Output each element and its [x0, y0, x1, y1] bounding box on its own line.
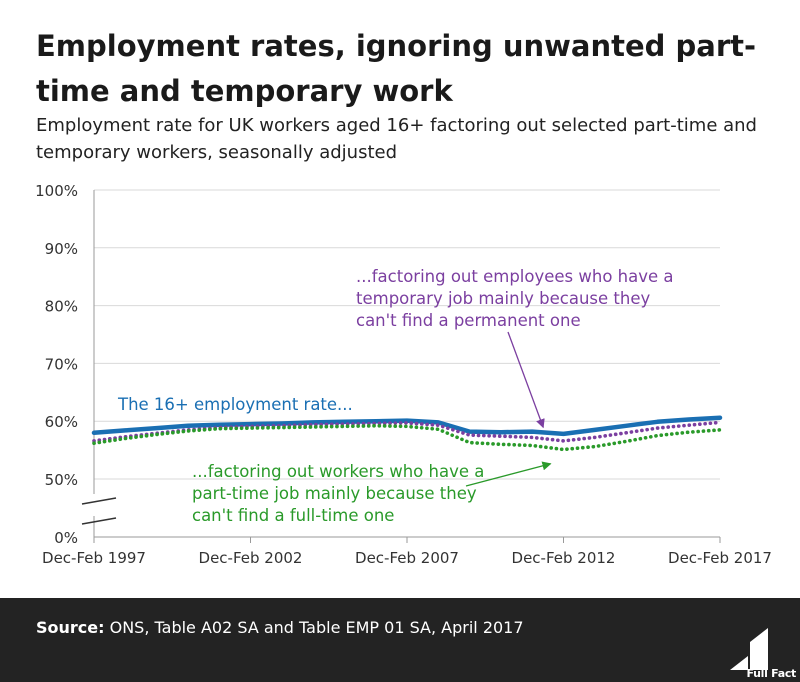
axis-break-mark [81, 517, 117, 525]
gridlines [94, 189, 720, 480]
y-tick-label: 100% [35, 182, 78, 200]
annotation-line: temporary job mainly because they [356, 289, 651, 308]
annotation-line: can't find a full-time one [192, 506, 394, 525]
annotation-line: ...factoring out employees who have a [356, 267, 674, 286]
annotation-arrow-purple [507, 331, 545, 429]
y-tick-label: 70% [45, 355, 78, 373]
source-text: ONS, Table A02 SA and Table EMP 01 SA, A… [104, 618, 524, 637]
axes: 0% 50% 60% 70% 80% 90% 100% Dec-Feb 1997 Dec-Feb… [35, 182, 772, 567]
x-tick-label: Dec-Feb 2017 [668, 549, 772, 567]
y-tick-label: 90% [45, 240, 78, 258]
full-fact-logo [730, 628, 768, 670]
y-tick-label: 80% [45, 298, 78, 316]
source-note: Source: ONS, Table A02 SA and Table EMP … [36, 618, 524, 637]
x-tick-label: Dec-Feb 2002 [199, 549, 303, 567]
chart-subtitle: Employment rate for UK workers aged 16+ … [36, 115, 757, 163]
annotation-text-1: The 16+ employment rate... [117, 395, 353, 414]
x-tick-label: Dec-Feb 2012 [512, 549, 616, 567]
logo-text: Full Fact [746, 667, 796, 680]
axis-break-mark [81, 497, 117, 505]
source-label: Source: [36, 618, 105, 637]
annotations: The 16+ employment rate... ...factoring o… [117, 267, 674, 525]
y-tick-label: 0% [54, 529, 78, 547]
annotation-text-2: ...factoring out employees who have a tem… [356, 267, 674, 330]
x-tick-label: Dec-Feb 1997 [42, 549, 146, 567]
series-group [91, 415, 723, 452]
annotation-line: can't find a permanent one [356, 311, 581, 330]
y-tick-label: 50% [45, 471, 78, 489]
annotation-text-3: ...factoring out workers who have a part-… [192, 462, 484, 525]
series-line-3 [92, 424, 722, 452]
chart-title: Employment rates, ignoring unwanted part… [36, 29, 757, 108]
x-tick-label: Dec-Feb 2007 [355, 549, 459, 567]
annotation-line: part-time job mainly because they [192, 484, 477, 503]
annotation-line: ...factoring out workers who have a [192, 462, 484, 481]
annotation-arrow-green [465, 461, 552, 487]
y-tick-label: 60% [45, 413, 78, 431]
series-line-1 [91, 415, 723, 437]
line-chart: 0% 50% 60% 70% 80% 90% 100% Dec-Feb 1997 Dec-Feb… [35, 182, 772, 567]
footer-bar: Source: ONS, Table A02 SA and Table EMP … [0, 598, 800, 682]
annotation-line: The 16+ employment rate... [117, 395, 353, 414]
